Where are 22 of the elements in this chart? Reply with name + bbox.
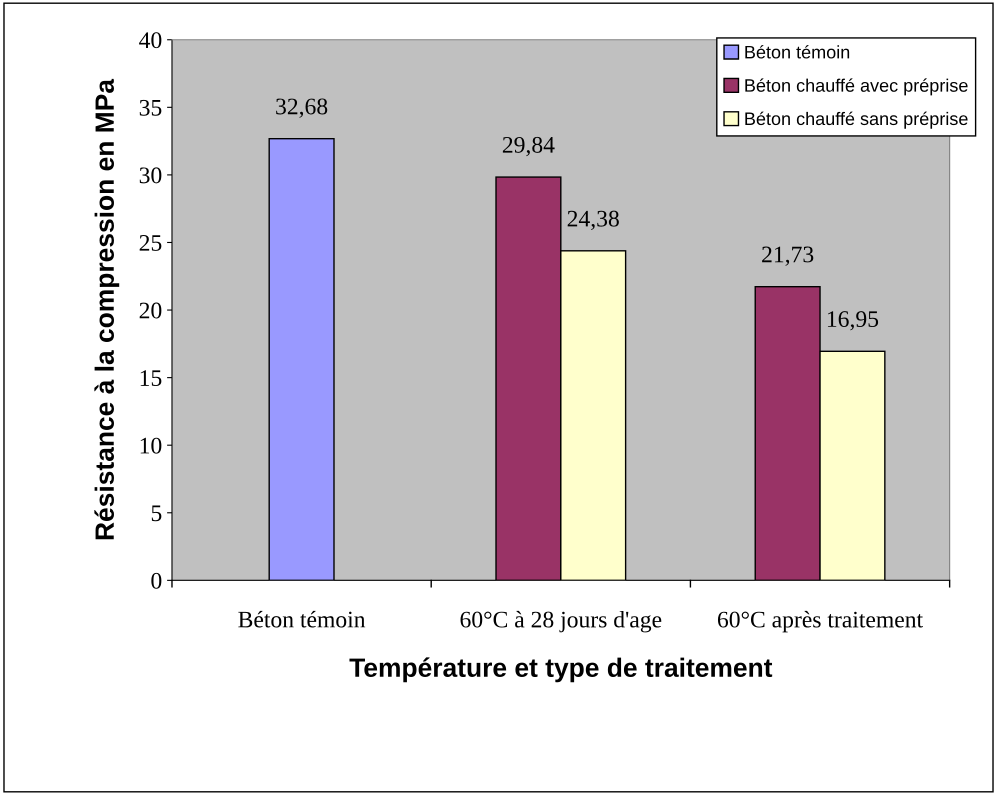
x-tick-label: 60°C à 28 jours d'age	[460, 610, 662, 632]
data-label: 21,73	[762, 246, 814, 266]
legend-label: Béton témoin	[745, 45, 850, 59]
x-axis-title: Température et type de traitement	[349, 657, 772, 682]
y-tick-label: 40	[139, 32, 162, 48]
legend-label: Béton chauffé sans préprise	[745, 112, 968, 129]
data-label: 32,68	[276, 98, 328, 118]
y-tick-label: 25	[140, 235, 162, 251]
y-tick-label: 35	[140, 100, 162, 116]
y-tick-label: 15	[140, 370, 162, 386]
y-tick-label: 30	[140, 167, 162, 184]
y-tick-label: 20	[140, 302, 162, 318]
data-label: 24,38	[568, 210, 619, 230]
data-label: 16,95	[828, 311, 878, 330]
x-tick-label: Béton témoin	[238, 610, 366, 628]
y-axis-title: Résistance à la compression en MPa	[94, 78, 120, 540]
y-tick-label: 0	[151, 572, 162, 589]
x-tick-label: 60°C après traitement	[718, 610, 923, 632]
data-label: 29,84	[502, 136, 555, 156]
legend-label: Béton chauffé avec préprise	[745, 78, 968, 96]
y-tick-label: 5	[152, 506, 162, 522]
y-tick-label: 10	[140, 438, 162, 454]
